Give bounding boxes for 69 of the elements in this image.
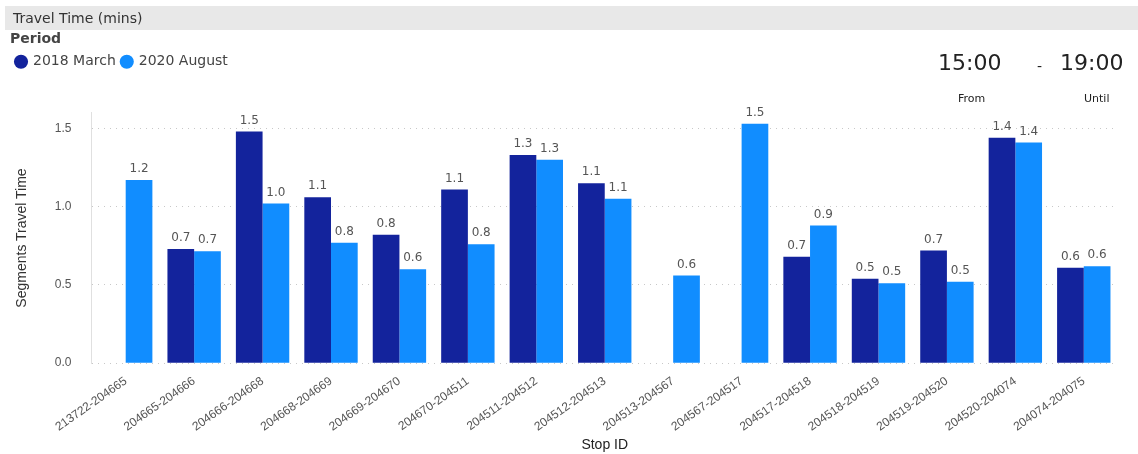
data-label: 0.8 <box>334 223 354 238</box>
bar <box>467 244 495 363</box>
x-axis-title: Stop ID <box>581 436 629 453</box>
bar <box>262 203 290 363</box>
data-label: 0.7 <box>171 230 191 245</box>
y-tick-label: 0.0 <box>54 355 72 370</box>
data-label: 1.3 <box>513 136 533 151</box>
bar <box>509 155 537 363</box>
data-label: 0.5 <box>855 259 875 274</box>
bar <box>1057 267 1084 363</box>
bar <box>578 183 605 363</box>
chart-title: Travel Time (mins) <box>5 6 1138 30</box>
data-label: 1.0 <box>266 184 286 199</box>
data-label: 0.8 <box>376 215 396 230</box>
data-label: 1.1 <box>608 179 628 194</box>
bar <box>399 269 427 363</box>
y-tick-label: 1.0 <box>54 199 72 213</box>
bar <box>851 278 879 363</box>
y-axis-title: Segments Travel Time <box>13 168 30 308</box>
data-label: 0.7 <box>197 232 218 247</box>
y-tick-label: 0.5 <box>54 277 72 292</box>
bar <box>331 242 358 363</box>
bar <box>810 225 837 363</box>
data-label: 1.3 <box>540 140 560 155</box>
y-tick-label: 1.5 <box>54 120 72 135</box>
data-label: 1.4 <box>992 118 1012 133</box>
bar <box>1083 266 1111 363</box>
data-label: 0.6 <box>676 256 697 271</box>
bar <box>194 251 221 363</box>
text: 15:00 <box>938 50 1002 75</box>
data-label: 0.5 <box>882 264 902 279</box>
data-label: 1.5 <box>239 112 259 127</box>
data-label: 1.1 <box>581 164 601 179</box>
text: 19:00 <box>1060 50 1124 75</box>
data-label: 0.7 <box>787 237 807 252</box>
data-label: 0.6 <box>1060 248 1080 263</box>
data-label: 0.6 <box>1087 247 1107 262</box>
bar <box>372 234 400 363</box>
bar <box>304 197 331 363</box>
bar <box>536 159 563 363</box>
data-label: 1.1 <box>308 178 328 193</box>
text: Until <box>1084 92 1110 105</box>
bar <box>125 180 153 363</box>
bar <box>878 283 906 363</box>
text: - <box>1037 58 1043 74</box>
legend-title: Period <box>10 29 62 46</box>
data-label: 0.8 <box>471 225 491 240</box>
data-label: 1.1 <box>444 170 465 185</box>
data-label: 0.9 <box>813 206 833 221</box>
bar <box>441 189 468 363</box>
data-label: 1.2 <box>129 161 149 176</box>
data-label: 1.4 <box>1019 123 1039 138</box>
data-label: 1.5 <box>745 104 765 119</box>
data-label: 0.6 <box>403 250 423 265</box>
text: From <box>958 92 986 105</box>
legend-label: 2020 August <box>138 52 229 69</box>
bar <box>988 137 1016 363</box>
bar <box>1015 142 1043 363</box>
legend-label: 2018 March <box>33 52 116 69</box>
data-label: 0.5 <box>950 262 970 277</box>
bar <box>167 248 195 363</box>
data-label: 0.7 <box>924 231 944 246</box>
bar <box>604 198 632 363</box>
bar <box>741 123 769 363</box>
bar <box>673 275 700 363</box>
bar <box>920 250 947 363</box>
bar <box>946 281 974 363</box>
bar <box>235 131 263 363</box>
bar <box>783 256 811 363</box>
